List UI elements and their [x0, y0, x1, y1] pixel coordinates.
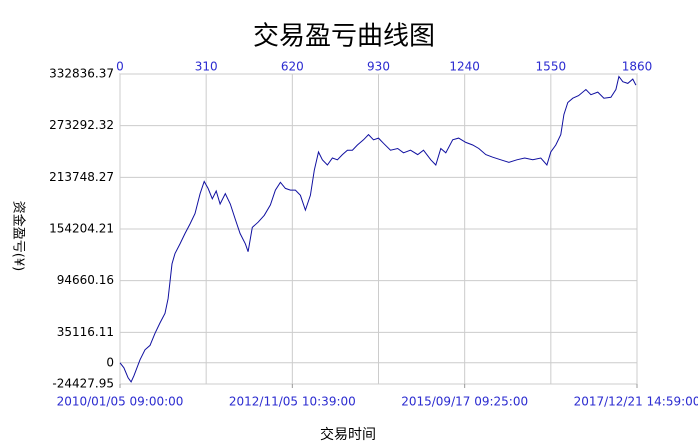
- y-axis-label: 资金盈亏(¥): [11, 201, 27, 271]
- y-tick-label: 154204.21: [49, 222, 114, 236]
- x-tick-label: 930: [367, 60, 390, 74]
- chart-title: 交易盈亏曲线图: [253, 22, 435, 52]
- x2-tick-label: 2017/12/21 14:59:00: [574, 395, 698, 409]
- y-tick-label: 94660.16: [57, 273, 114, 287]
- y-tick-label: -24427.95: [52, 377, 114, 391]
- y-tick-label: 332836.37: [49, 67, 114, 81]
- y-tick-label: 213748.27: [49, 170, 114, 184]
- x-tick-label: 1550: [536, 60, 567, 74]
- y-tick-label: 273292.32: [49, 118, 114, 132]
- x-tick-label: 0: [116, 60, 124, 74]
- x2-tick-label: 2010/01/05 09:00:00: [57, 395, 184, 409]
- line-series: [119, 75, 637, 383]
- x2-tick-label: 2015/09/17 09:25:00: [401, 395, 528, 409]
- x-tick-label: 1240: [449, 60, 480, 74]
- x-axis-label: 交易时间: [320, 426, 376, 443]
- x2-tick-label: 2012/11/05 10:39:00: [229, 395, 356, 409]
- x-tick-label: 1860: [622, 60, 653, 74]
- y-tick-label: 0: [106, 355, 114, 369]
- x-tick-label: 310: [195, 60, 218, 74]
- y-tick-label: 35116.11: [57, 325, 114, 339]
- x-tick-label: 620: [281, 60, 304, 74]
